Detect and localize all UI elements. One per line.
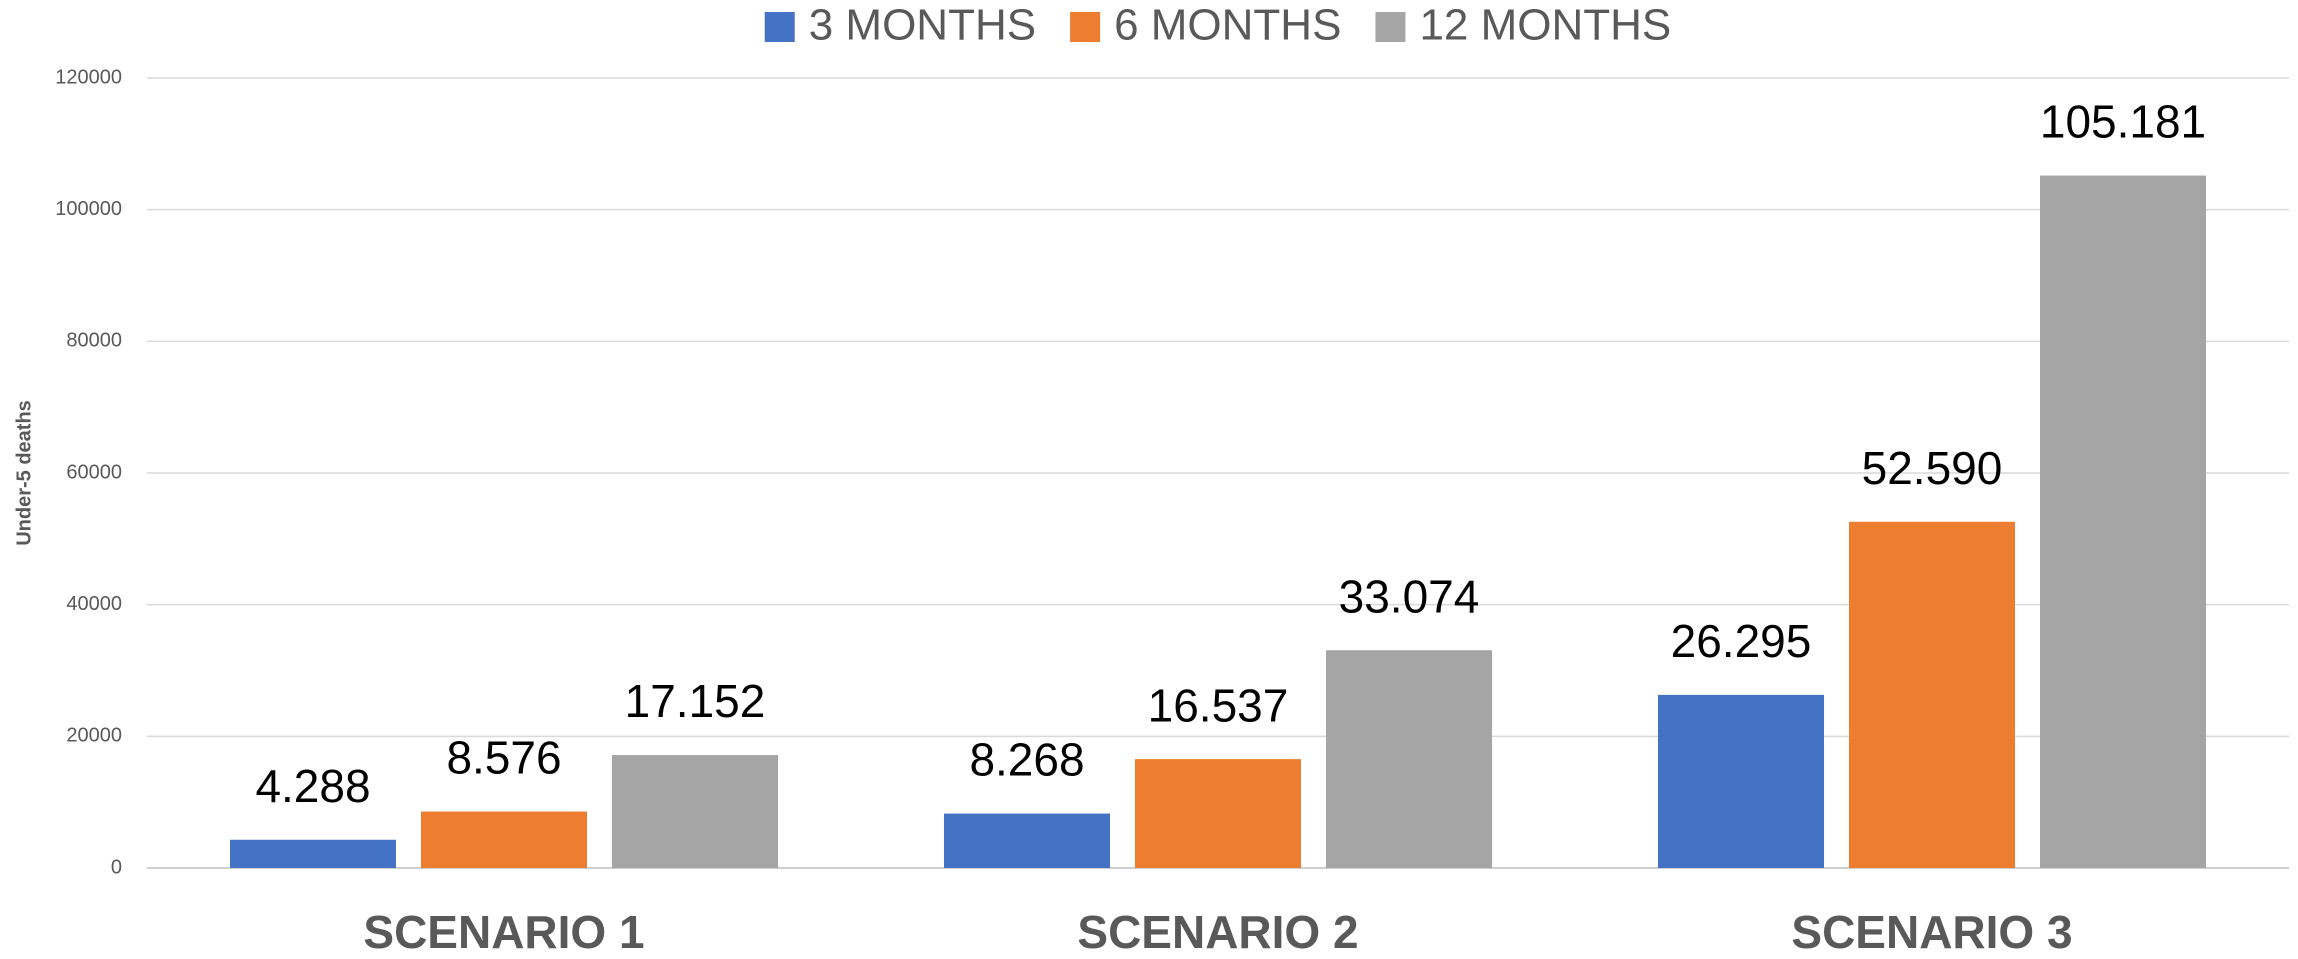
bar — [230, 839, 396, 868]
y-tick-label: 80000 — [66, 330, 122, 352]
y-tick-label: 40000 — [66, 593, 122, 615]
y-tick-label: 120000 — [55, 66, 122, 88]
y-axis-title: Under-5 deaths — [13, 400, 35, 546]
legend-label: 3 MONTHS — [809, 1, 1036, 50]
bar — [944, 813, 1110, 868]
bar — [2040, 175, 2206, 868]
bar — [421, 811, 587, 868]
x-tick-label: SCENARIO 1 — [363, 906, 644, 958]
data-label: 4.288 — [255, 760, 370, 812]
y-tick-label: 0 — [111, 856, 122, 878]
y-tick-label: 100000 — [55, 198, 122, 220]
legend-swatch — [1070, 12, 1101, 42]
bar — [1849, 521, 2015, 868]
data-label: 33.074 — [1339, 570, 1480, 622]
bar — [1658, 694, 1824, 868]
legend-swatch — [764, 12, 795, 42]
bar — [1135, 759, 1301, 868]
data-label: 8.576 — [446, 732, 561, 784]
x-tick-label: SCENARIO 2 — [1077, 906, 1358, 958]
data-label: 8.268 — [969, 734, 1084, 786]
data-label: 26.295 — [1671, 615, 1812, 667]
y-tick-label: 20000 — [66, 725, 122, 747]
bar — [612, 755, 778, 868]
legend-label: 6 MONTHS — [1114, 1, 1341, 50]
legend-label: 12 MONTHS — [1419, 1, 1671, 50]
data-label: 17.152 — [625, 675, 766, 727]
data-label: 52.590 — [1862, 442, 2003, 494]
data-label: 16.537 — [1148, 679, 1289, 731]
y-tick-label: 60000 — [66, 461, 122, 483]
legend-swatch — [1375, 12, 1406, 42]
x-tick-label: SCENARIO 3 — [1791, 906, 2072, 958]
data-label: 105.181 — [2040, 96, 2206, 148]
bar — [1326, 650, 1492, 868]
